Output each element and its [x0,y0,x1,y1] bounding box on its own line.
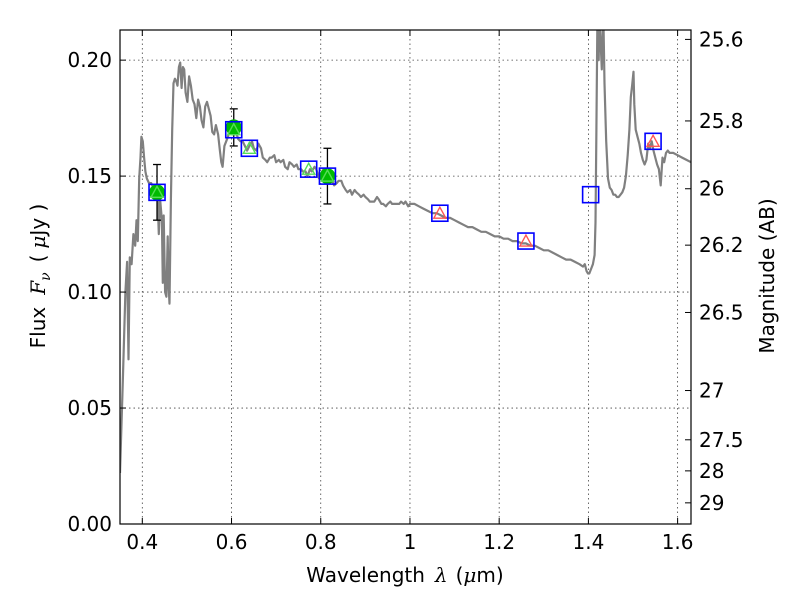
model-square [431,204,449,223]
x-tick-label: 1.6 [662,530,694,554]
model-square [318,167,337,185]
model-triangle [320,168,335,182]
axis-ticks: 0.4 0.6 0.8 1 1.2 1.4 1.6 0.00 0.05 0.10 0.15 0.20 2… [67,27,743,554]
x-tick-label: 0.8 [305,530,337,554]
y-tick-label: 0.15 [67,164,112,188]
model-square [299,160,318,178]
x-tick-label: 1.2 [483,530,515,554]
model-square [517,232,535,250]
model-square [581,185,600,204]
plot-area [120,30,691,474]
model-triangle [242,140,257,154]
model-triangle [432,205,448,219]
model-square [644,132,662,151]
y-tick-label: 0.05 [67,396,112,420]
y2-tick-label: 26.2 [699,233,744,257]
y2-axis-label: Magnitude (AB) [755,198,779,353]
y2-tick-label: 26.5 [699,300,744,324]
x-tick-label: 0.4 [126,530,158,554]
sed-line [120,30,691,474]
y-tick-label: 0.10 [67,280,112,304]
model-triangle [149,184,165,199]
x-tick-label: 1.4 [572,530,604,554]
y-axis-label: FluxFν(μJy ) [26,204,54,349]
y2-tick-label: 25.8 [699,109,744,133]
model-triangle [645,133,661,148]
plot-frame [119,29,692,525]
x-tick-label: 1 [404,530,417,554]
y-tick-label: 0.00 [67,512,112,536]
y2-tick-label: 27 [699,379,724,403]
y2-tick-label: 25.6 [699,27,744,51]
y2-tick-label: 27.5 [699,428,744,452]
x-axis-label: Wavelength λ (μm) [306,563,503,587]
x-tick-label: 0.6 [216,530,248,554]
model-square [148,183,166,202]
model-triangle [226,122,241,136]
model-square [224,120,243,139]
y-tick-label: 0.20 [67,48,112,72]
y2-tick-label: 29 [699,491,724,515]
y2-tick-label: 28 [699,459,724,483]
model-square [240,139,259,158]
y2-tick-label: 26 [699,177,724,201]
model-triangle [518,233,534,247]
model-triangle [301,161,316,175]
